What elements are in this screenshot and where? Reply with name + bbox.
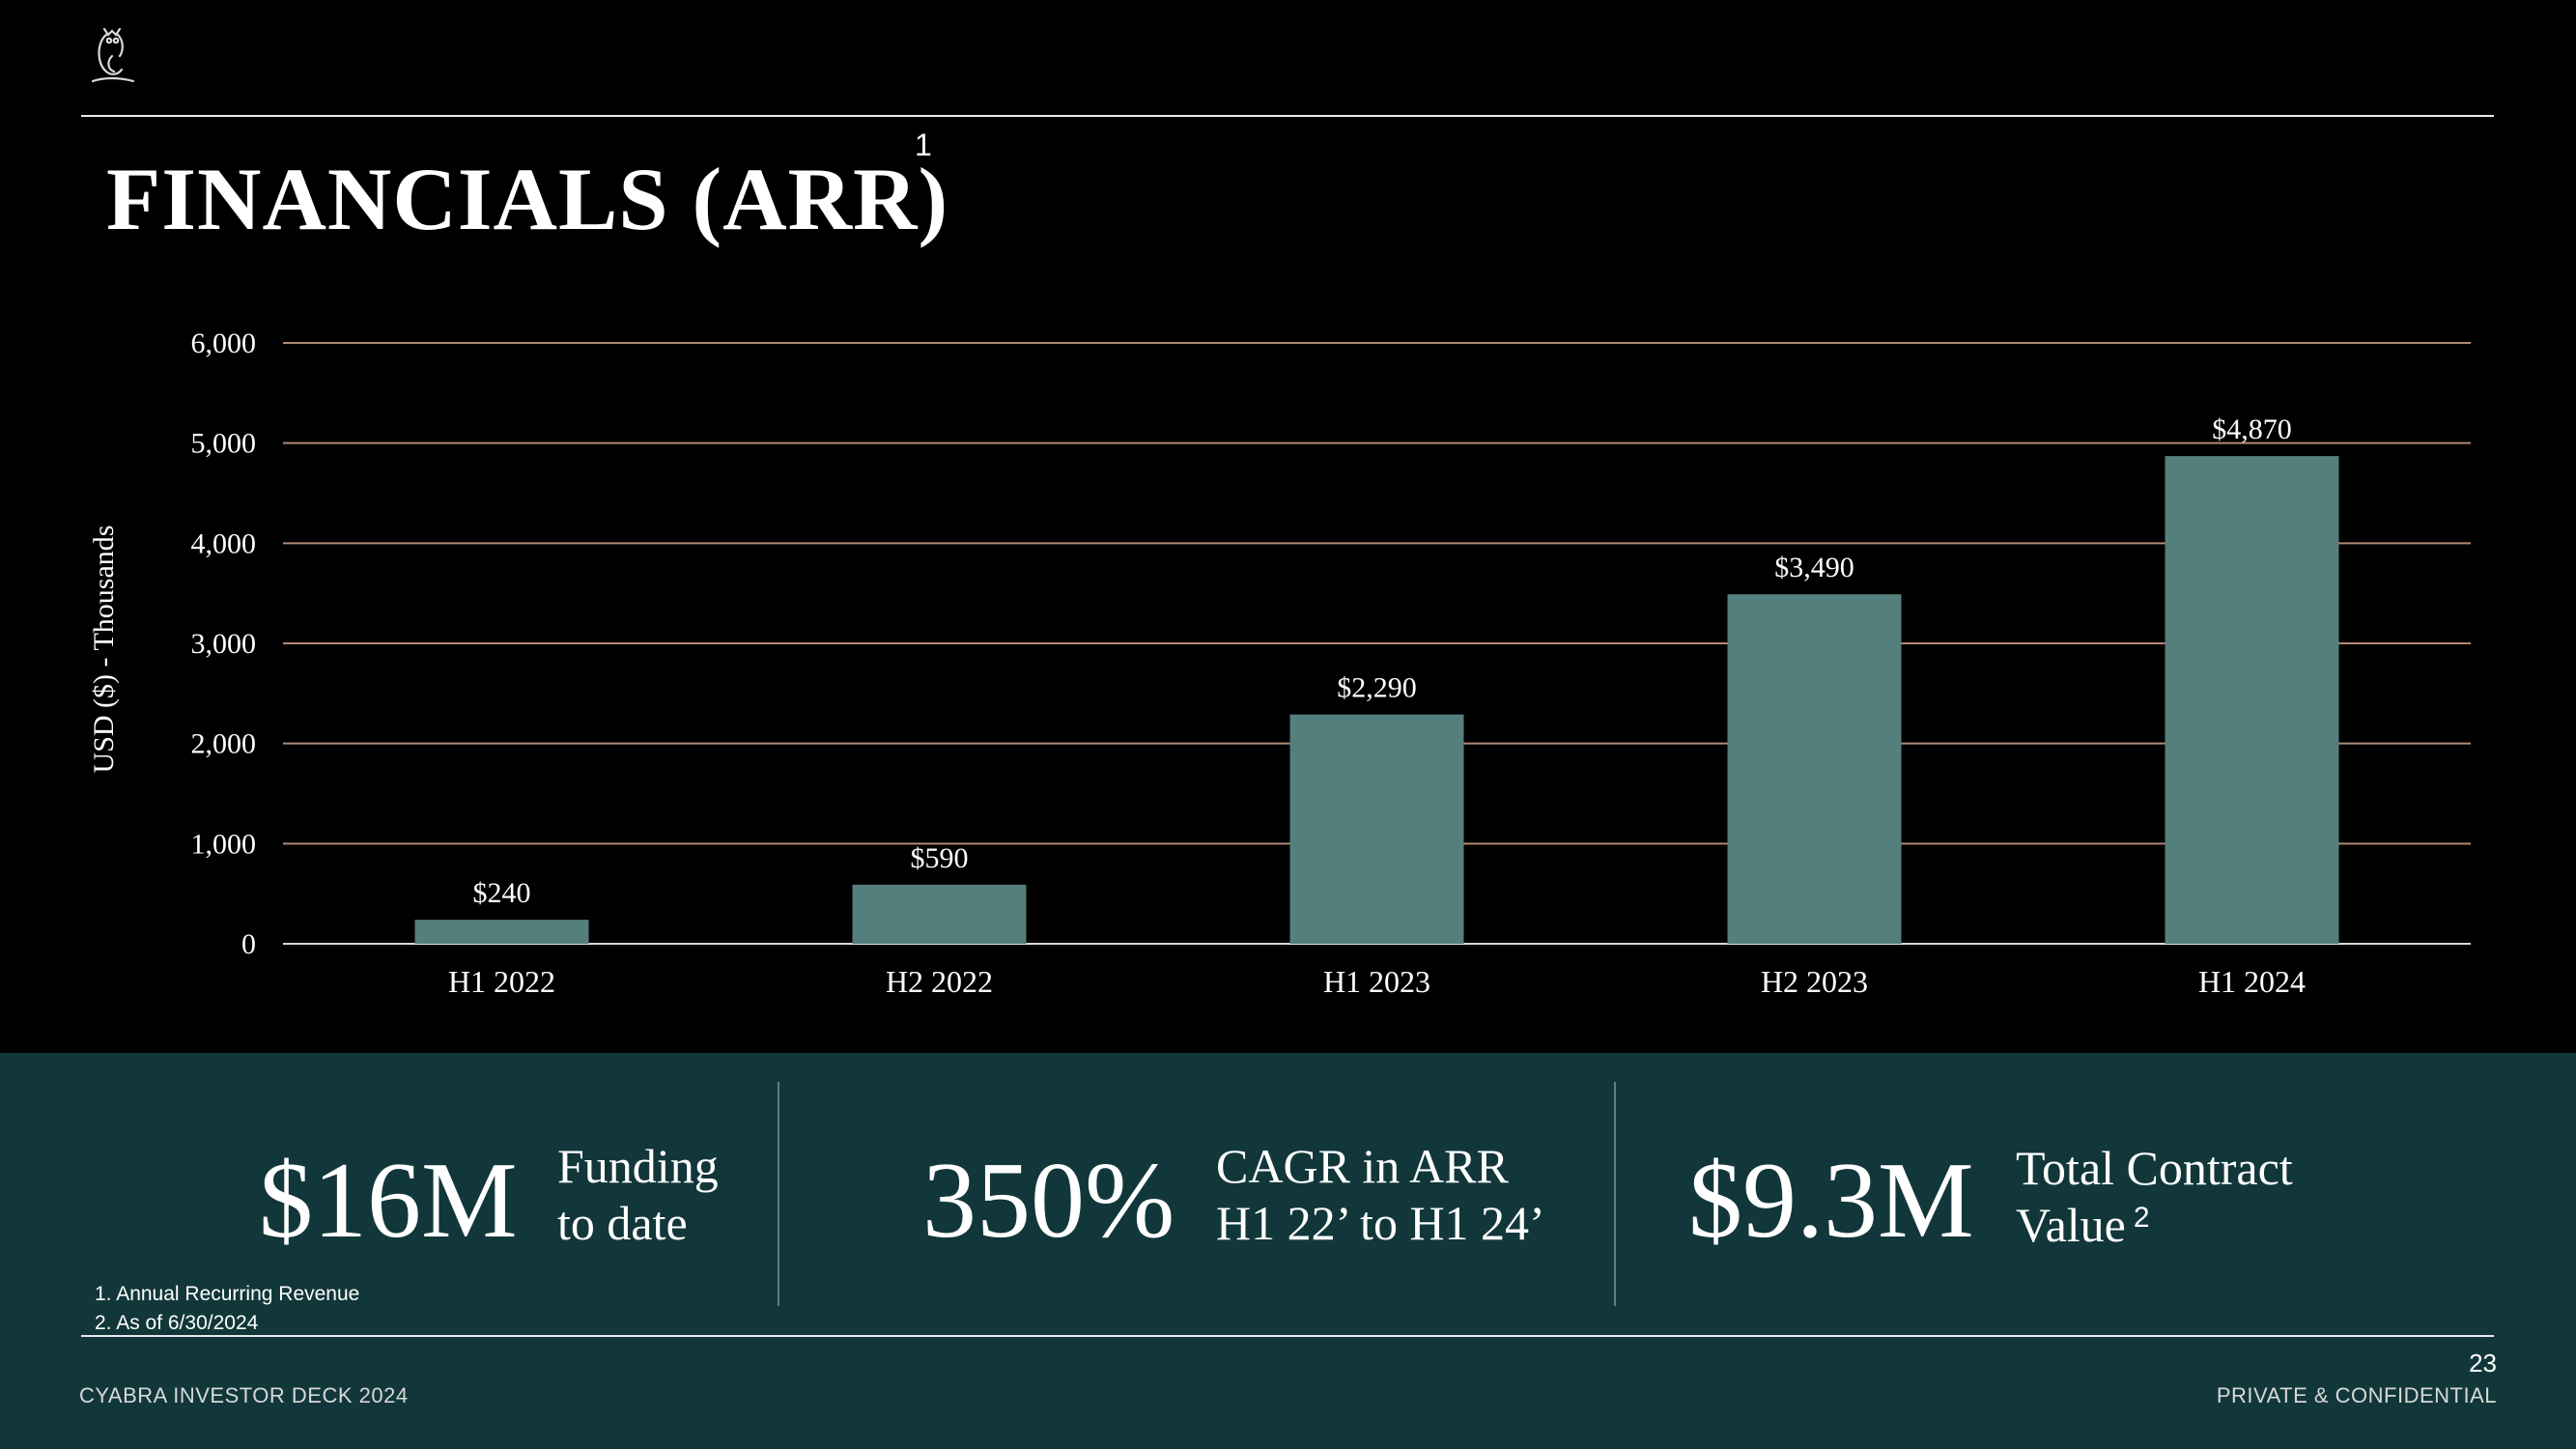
y-tick-label: 6,000: [191, 327, 257, 359]
stat-tcv-value: $9.3M: [1688, 1141, 1974, 1261]
stat-cagr-value: 350%: [922, 1141, 1175, 1261]
y-tick-label: 0: [241, 928, 256, 960]
bar: [2165, 456, 2339, 944]
data-label: $590: [911, 842, 969, 874]
x-tick-label: H1 2022: [448, 964, 555, 999]
stat-cagr-desc: CAGR in ARR H1 22’ to H1 24’: [1216, 1138, 1545, 1252]
stats-panel: [0, 1053, 2576, 1449]
y-tick-label: 3,000: [191, 628, 257, 660]
owl-logo-icon: [91, 27, 135, 83]
y-tick-label: 5,000: [191, 428, 257, 460]
stat-tcv-desc-line-text: Value: [2016, 1198, 2126, 1252]
y-tick-label: 4,000: [191, 527, 257, 559]
stat-funding-desc-line: to date: [557, 1196, 688, 1250]
header-rule: [81, 115, 2494, 117]
footer-confidential: PRIVATE & CONFIDENTIAL: [2216, 1383, 2497, 1407]
bar: [1289, 714, 1464, 944]
page-title: FINANCIALS (ARR): [106, 150, 949, 248]
data-label: $2,290: [1337, 672, 1417, 704]
chart-section: [91, 27, 135, 83]
stat-funding-desc-line: Funding: [557, 1139, 719, 1193]
data-label: $240: [473, 877, 531, 909]
y-tick-label: 2,000: [191, 728, 257, 760]
footnote: 1. Annual Recurring Revenue: [95, 1283, 360, 1305]
x-tick-label: H2 2022: [886, 964, 993, 999]
title-footnote-marker: 1: [915, 128, 932, 162]
bar: [1727, 594, 1902, 944]
stat-tcv-desc: Total Contract Value 2: [2016, 1140, 2293, 1254]
data-label: $3,490: [1774, 552, 1854, 583]
y-tick-label: 1,000: [191, 828, 257, 860]
footer-rule: [81, 1335, 2494, 1337]
stat-divider: [1614, 1082, 1616, 1306]
stat-funding-desc: Funding to date: [557, 1138, 719, 1252]
arr-bar-chart: 0 1,000 2,000 3,000 4,000 5,000 6,000 $240 H1 20…: [191, 327, 2471, 999]
data-label: $4,870: [2212, 413, 2292, 445]
bar: [414, 920, 589, 944]
stat-divider: [778, 1082, 779, 1306]
stat-cagr-desc-line: CAGR in ARR: [1216, 1139, 1509, 1193]
x-tick-label: H2 2023: [1761, 964, 1868, 999]
stat-tcv-desc-line: Value 2: [2016, 1197, 2293, 1254]
footnotes: 1. Annual Recurring Revenue 2. As of 6/3…: [95, 1280, 359, 1338]
page-number: 23: [2469, 1349, 2497, 1378]
bar: [852, 884, 1027, 944]
footnote: 2. As of 6/30/2024: [95, 1312, 259, 1334]
x-tick-label: H1 2024: [2198, 964, 2306, 999]
stat-tcv-desc-line: Total Contract: [2016, 1141, 2293, 1195]
footer-deck-name: CYABRA INVESTOR DECK 2024: [79, 1383, 409, 1407]
stat-funding-value: $16M: [259, 1141, 518, 1261]
stat-tcv-footnote-marker: 2: [2133, 1202, 2150, 1234]
stat-cagr-desc-line: H1 22’ to H1 24’: [1216, 1196, 1545, 1250]
x-tick-label: H1 2023: [1323, 964, 1430, 999]
